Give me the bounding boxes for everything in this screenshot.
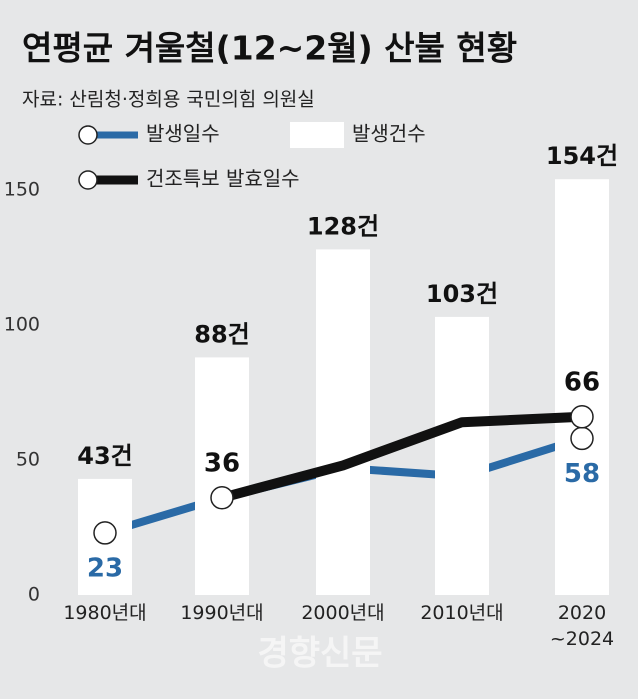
line-value-label: 66 (564, 367, 600, 397)
bar-value-label: 128건 (307, 212, 379, 240)
line (220, 411, 583, 503)
bar-value-label: 154건 (546, 142, 618, 170)
bar (195, 357, 249, 595)
y-tick-label: 100 (4, 314, 40, 336)
y-tick-label: 0 (28, 584, 40, 606)
line-point (210, 486, 234, 510)
bar-value-label: 43건 (77, 442, 132, 470)
line-point (570, 405, 594, 429)
x-tick-label: 1980년대 (63, 602, 147, 624)
x-tick-label: 2010년대 (420, 602, 504, 624)
line-value-label: 58 (564, 459, 600, 489)
line-value-label: 36 (204, 448, 240, 478)
legend-swatch (290, 122, 344, 148)
chart-title: 연평균 겨울철(12~2월) 산불 현황 (22, 29, 517, 68)
y-tick-label: 50 (16, 449, 40, 471)
bar-value-label: 103건 (426, 280, 498, 308)
legend-marker (78, 170, 98, 190)
legend-marker (78, 125, 98, 145)
legend-label: 건조특보 발효일수 (146, 167, 300, 191)
bar-value-label: 88건 (194, 320, 249, 348)
line-value-label: 23 (87, 553, 123, 583)
line-point (93, 521, 117, 545)
x-tick-label: 2000년대 (301, 602, 385, 624)
line-point (570, 426, 594, 451)
bar (555, 179, 609, 595)
x-tick-label: 1990년대 (180, 602, 264, 624)
y-tick-label: 150 (4, 179, 40, 201)
bar (316, 249, 370, 595)
bar (435, 316, 489, 595)
x-tick-label: 2020 ~2024 (549, 602, 615, 650)
chart-subtitle: 자료: 산림청·정희용 국민의힘 의원실 (22, 89, 315, 111)
legend-label: 발생건수 (352, 122, 426, 146)
legend-label: 발생일수 (146, 122, 220, 146)
watermark: 경향신문 (257, 634, 382, 674)
